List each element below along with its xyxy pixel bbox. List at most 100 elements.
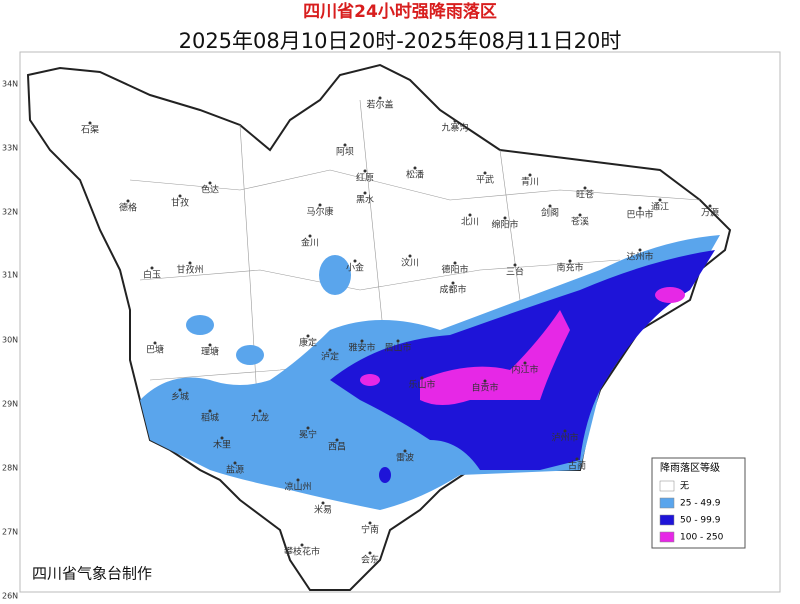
place-label: 西昌: [328, 442, 346, 453]
place-label: 成都市: [439, 284, 466, 296]
latitude-label: 29N: [2, 400, 18, 409]
place-label: 德阳市: [441, 264, 468, 276]
place-dot: [126, 199, 130, 203]
place-dot: [563, 429, 567, 433]
place-dot: [300, 543, 304, 547]
place-dot: [88, 121, 92, 125]
latitude-label: 32N: [2, 208, 18, 217]
place-label: 若尔盖: [366, 99, 393, 111]
map-frame: [19, 51, 781, 593]
place-label: 米易: [314, 504, 332, 516]
place-label: 汶川: [401, 257, 419, 269]
place-label: 甘孜: [171, 197, 189, 209]
place-dot: [420, 376, 424, 380]
place-dot: [363, 169, 367, 173]
place-dot: [451, 281, 455, 285]
place-label: 古蔺: [568, 460, 586, 472]
legend-swatch: [659, 514, 675, 526]
place-dot: [583, 186, 587, 190]
latitude-label: 28N: [2, 464, 18, 473]
place-dot: [343, 143, 347, 147]
legend-items: 无 25 - 49.9 50 - 99.9 100 - 250: [659, 480, 724, 543]
place-label: 自贡市: [471, 382, 498, 394]
latitude-label: 31N: [2, 271, 18, 280]
place-label: 眉山市: [384, 342, 411, 354]
place-dot: [208, 343, 212, 347]
place-dot: [575, 457, 579, 461]
place-dot: [296, 478, 300, 482]
place-label: 冕宁: [299, 429, 317, 441]
place-label: 甘孜州: [176, 264, 203, 276]
place-label: 黑水: [356, 194, 374, 206]
place-label: 色达: [201, 184, 219, 196]
place-label: 阿坝: [336, 147, 354, 158]
legend-title: 降雨落区等级: [660, 461, 720, 474]
place-dot: [178, 194, 182, 198]
place-dot: [568, 259, 572, 263]
place-dot: [363, 191, 367, 195]
place-dot: [306, 426, 310, 430]
legend-swatch: [659, 480, 675, 492]
place-dot: [306, 334, 310, 338]
place-label: 绵阳市: [491, 219, 518, 231]
place-dot: [483, 379, 487, 383]
legend: 降雨落区等级 无 25 - 49.9 50 - 99.9 100 - 250: [651, 457, 746, 549]
place-label: 内江市: [511, 364, 538, 376]
place-label: 木里: [213, 439, 231, 451]
place-label: 德格: [119, 202, 137, 214]
map-title: 四川省24小时强降雨落区: [303, 1, 497, 22]
place-dot: [328, 348, 332, 352]
place-label: 雷波: [396, 452, 414, 464]
place-dot: [523, 361, 527, 365]
place-label: 稻城: [201, 413, 219, 424]
place-dot: [353, 259, 357, 263]
place-label: 石渠: [81, 124, 99, 136]
place-dot: [708, 204, 712, 208]
latitude-label: 33N: [2, 144, 18, 153]
place-dot: [208, 409, 212, 413]
place-label: 旺苍: [576, 189, 594, 201]
place-label: 理塘: [201, 346, 219, 358]
place-label: 三台: [506, 266, 524, 278]
place-dot: [503, 216, 507, 220]
place-dot: [318, 203, 322, 207]
map-subtitle: 2025年08月10日20时-2025年08月11日20时: [179, 29, 622, 53]
credit: 四川省气象台制作: [32, 565, 152, 583]
place-dot: [220, 436, 224, 440]
place-dot: [378, 96, 382, 100]
place-label: 泸定: [321, 351, 339, 363]
place-dot: [453, 261, 457, 265]
latitude-label: 27N: [2, 528, 18, 537]
latitude-label: 30N: [2, 336, 18, 345]
place-dot: [321, 501, 325, 505]
place-label: 白玉: [143, 269, 161, 281]
legend-label: 50 - 99.9: [680, 516, 721, 526]
legend-label: 无: [680, 481, 689, 492]
place-label: 通江: [651, 202, 669, 213]
legend-swatch: [659, 531, 675, 543]
place-label: 剑阁: [541, 207, 559, 219]
place-dot: [208, 181, 212, 185]
place-dot: [403, 449, 407, 453]
place-label: 巴塘: [146, 344, 164, 356]
latitude-label: 34N: [2, 80, 18, 89]
place-dot: [368, 521, 372, 525]
place-dot: [258, 409, 262, 413]
place-dot: [368, 551, 372, 555]
place-label: 九龙: [251, 412, 269, 424]
place-label: 南充市: [556, 262, 583, 274]
place-label: 宁南: [361, 524, 379, 536]
rain-100-250: [360, 287, 685, 405]
place-dot: [153, 341, 157, 345]
place-dot: [468, 213, 472, 217]
place-label: 达州市: [626, 251, 653, 263]
place-dot: [178, 388, 182, 392]
place-label: 巴中市: [626, 209, 653, 221]
place-label: 泸州市: [551, 432, 578, 444]
legend-label: 25 - 49.9: [680, 499, 721, 509]
place-dot: [396, 339, 400, 343]
place-dot: [483, 171, 487, 175]
place-dot: [548, 204, 552, 208]
place-label: 北川: [461, 217, 479, 228]
